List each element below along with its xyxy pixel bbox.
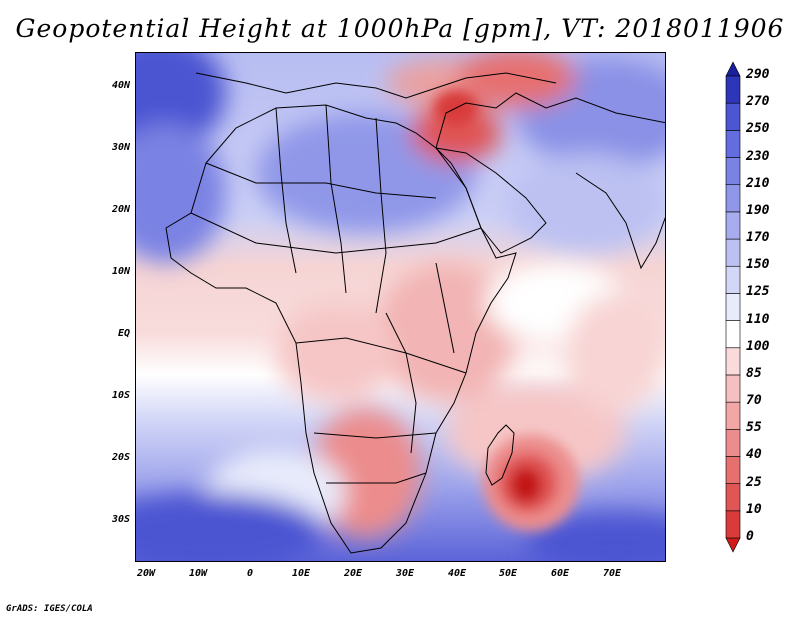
colorbar-label: 250: [746, 121, 770, 137]
colorbar-swatch: [725, 238, 741, 267]
colorbar-label: 125: [746, 284, 770, 300]
colorbar-label: 55: [746, 420, 762, 436]
colorbar-label: 150: [746, 257, 770, 273]
colorbar-swatch: [725, 157, 741, 186]
lon-label-60e: 60E: [550, 568, 570, 579]
colorbar-label: 85: [746, 365, 762, 381]
colorbar-max-triangle: [725, 61, 741, 77]
lon-label-50e: 50E: [498, 568, 518, 579]
geopotential-field: [136, 53, 665, 561]
colorbar-label: 100: [746, 338, 770, 354]
lon-label-10e: 10E: [291, 568, 311, 579]
lat-label-20s: 20S: [111, 452, 130, 463]
lat-label-40n: 40N: [111, 80, 130, 91]
lon-label-0: 0: [246, 568, 254, 579]
colorbar-swatch: [725, 265, 741, 294]
colorbar-label: 210: [746, 175, 770, 191]
lon-label-10w: 10W: [188, 568, 208, 579]
colorbar-swatch: [725, 130, 741, 158]
chart-title: Geopotential Height at 1000hPa [gpm], VT…: [15, 14, 785, 43]
colorbar-swatch: [725, 211, 741, 240]
colorbar-swatch: [725, 293, 741, 321]
colorbar-swatch: [725, 456, 741, 484]
colorbar-swatch: [725, 75, 741, 104]
lat-label-30n: 30N: [111, 142, 130, 153]
colorbar-swatch: [725, 374, 741, 403]
colorbar-label: 170: [746, 230, 770, 246]
lat-label-10s: 10S: [111, 390, 130, 401]
lon-label-20w: 20W: [136, 568, 156, 579]
map-panel: [135, 52, 666, 562]
colorbar-label: 25: [746, 474, 762, 490]
credit-text: GrADS: IGES/COLA: [6, 604, 93, 614]
lon-label-40e: 40E: [447, 568, 467, 579]
lat-label-20n: 20N: [111, 204, 130, 215]
colorbar-swatch: [725, 184, 741, 213]
colorbar-label: 70: [746, 393, 762, 409]
lon-label-20e: 20E: [343, 568, 363, 579]
lon-label-30e: 30E: [395, 568, 415, 579]
colorbar: [725, 61, 741, 553]
lat-label-30s: 30S: [111, 514, 130, 525]
colorbar-label: 40: [746, 447, 762, 463]
colorbar-min-triangle: [725, 537, 741, 553]
coastlines: [165, 72, 665, 554]
colorbar-label: 230: [746, 148, 770, 164]
colorbar-label: 190: [746, 202, 770, 218]
colorbar-label: 0: [746, 529, 754, 544]
colorbar-swatch: [725, 102, 741, 131]
lat-label-eq: EQ: [117, 328, 130, 339]
colorbar-swatch: [725, 347, 741, 376]
colorbar-swatch: [725, 401, 741, 430]
colorbar-swatch: [725, 428, 741, 457]
colorbar-label: 10: [746, 501, 762, 517]
colorbar-swatch: [725, 320, 741, 349]
colorbar-label: 290: [746, 67, 770, 82]
lat-label-10n: 10N: [111, 266, 130, 277]
colorbar-label: 270: [746, 94, 770, 110]
colorbar-swatch: [725, 483, 741, 512]
colorbar-label: 110: [746, 311, 770, 327]
lon-label-70e: 70E: [602, 568, 622, 579]
colorbar-swatches: [725, 61, 741, 553]
colorbar-swatch: [725, 510, 741, 539]
